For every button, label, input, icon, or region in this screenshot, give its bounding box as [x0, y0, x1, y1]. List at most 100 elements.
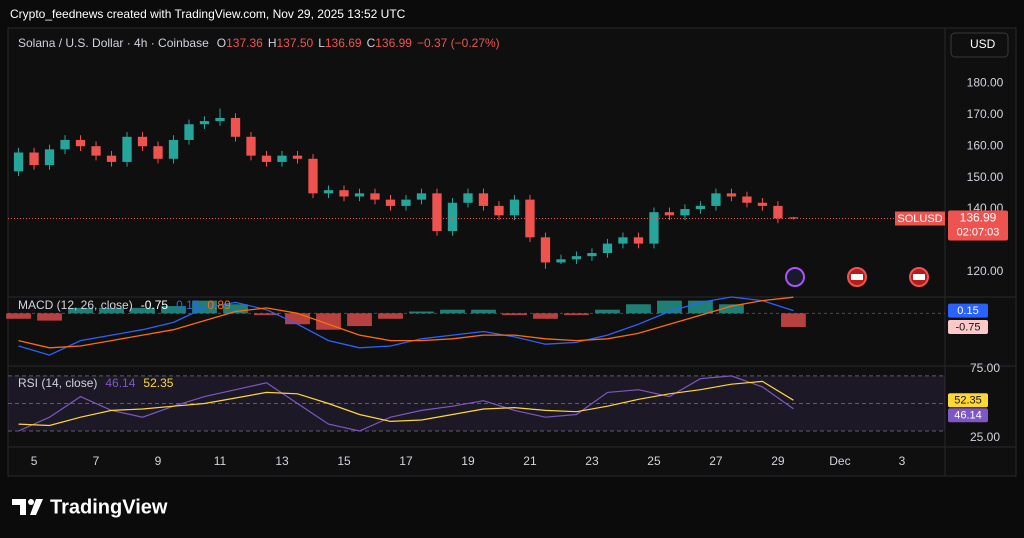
candle-body: [168, 139, 179, 159]
candle-body: [184, 124, 194, 140]
logo: [12, 499, 43, 515]
legend: Solana / U.S. Dollar · 4h · Coinbase O137…: [18, 36, 500, 50]
value-box: [948, 303, 988, 318]
candle-body: [447, 202, 458, 232]
histogram-bar: [254, 313, 279, 316]
candle-body: [463, 193, 473, 203]
x-tick-label: 21: [523, 454, 537, 468]
logo-mark: [30, 499, 43, 515]
header-text: Crypto_feednews created with TradingView…: [10, 7, 406, 21]
candle-body: [618, 237, 628, 244]
histogram-bar: [316, 313, 341, 330]
indicator-line: [18, 380, 794, 427]
candle-body: [571, 256, 582, 260]
histogram-bar: [99, 307, 124, 314]
logo-dot: [28, 499, 34, 505]
candle-body: [230, 117, 241, 137]
y-tick-label: 120.00: [967, 264, 1004, 278]
legend-title: MACD (12, 26, close): [18, 298, 133, 312]
legend-value: 0.89: [207, 298, 231, 312]
candle-body: [726, 193, 737, 197]
flag-stripe: [851, 274, 863, 280]
candle-body: [215, 117, 225, 122]
histogram-bar: [719, 304, 744, 314]
candle-body: [106, 155, 117, 162]
candle-body: [773, 205, 783, 219]
candle-body: [13, 152, 24, 172]
footer-brand: TradingView: [50, 496, 168, 518]
countdown-label: 02:07:03: [957, 226, 1000, 238]
y-tick-label: 180.00: [967, 76, 1004, 90]
symbol-box: [895, 211, 945, 226]
candle-body: [75, 139, 86, 147]
legend-value: 136.99: [375, 36, 412, 50]
legend-title: Solana / U.S. Dollar · 4h · Coinbase: [18, 36, 209, 50]
candle-body: [432, 193, 442, 232]
candle-body: [587, 253, 597, 257]
histogram-bar: [161, 306, 186, 314]
legend-value: 136.69: [325, 36, 362, 50]
candle-body: [509, 199, 520, 216]
candle-body: [680, 209, 690, 216]
x-tick-label: 13: [275, 454, 289, 468]
candle-body: [354, 193, 365, 197]
candle-body: [261, 155, 272, 162]
value-box-label: 46.14: [954, 410, 982, 422]
x-tick-label: 15: [337, 454, 351, 468]
value-box-label: 0.15: [957, 305, 978, 317]
legend-key: L: [318, 36, 325, 50]
x-tick-label: 29: [771, 454, 785, 468]
x-tick-label: 23: [585, 454, 599, 468]
x-tick-label: 3: [899, 454, 906, 468]
value-box: [948, 393, 988, 408]
currency-button[interactable]: [950, 32, 1009, 58]
currency-label[interactable]: USD: [970, 37, 996, 51]
histogram-bar: [440, 309, 465, 314]
histogram-bar: [409, 311, 434, 314]
flag-stripe: [913, 274, 925, 280]
histogram-bar: [130, 307, 155, 314]
histogram-bar: [37, 313, 62, 321]
candle-body: [292, 155, 303, 159]
legend-value: 137.36: [226, 36, 263, 50]
event-icon[interactable]: [785, 267, 805, 287]
candle-body: [556, 259, 566, 263]
value-box-label: 52.35: [954, 395, 982, 407]
histogram-bar: [223, 304, 248, 314]
histogram-bar: [502, 313, 527, 316]
logo-mark: [12, 499, 26, 515]
x-tick-label: 5: [31, 454, 38, 468]
candle-body: [788, 217, 799, 219]
candle-body: [323, 190, 334, 194]
candle-body: [153, 146, 163, 159]
candle-body: [385, 199, 396, 206]
value-box-label: -0.75: [955, 321, 980, 333]
candle-body: [602, 243, 613, 254]
candle-body: [339, 190, 349, 197]
candle-body: [246, 136, 256, 156]
candle-body: [742, 196, 752, 203]
candle-body: [29, 152, 39, 166]
legend: MACD (12, 26, close) -0.75 0.15 0.89: [18, 298, 231, 312]
candle-body: [370, 193, 380, 200]
candle-body: [277, 155, 287, 162]
candle-body: [695, 205, 706, 210]
x-tick-label: 17: [399, 454, 413, 468]
y-tick-label: 25.00: [970, 430, 1000, 444]
candle-body: [494, 205, 504, 216]
histogram-bar: [6, 313, 31, 319]
candle-body: [757, 202, 768, 206]
histogram-bar: [68, 307, 93, 314]
legend-title: RSI (14, close): [18, 376, 97, 390]
candle-body: [122, 136, 132, 162]
candle-body: [91, 146, 101, 156]
candle-body: [633, 237, 644, 244]
value-box: [948, 319, 988, 334]
x-tick-label: 11: [214, 454, 227, 468]
histogram-bar: [595, 309, 620, 314]
symbol-label: SOLUSD: [897, 213, 942, 225]
x-tick-label: 7: [93, 454, 100, 468]
candle-body: [711, 193, 721, 206]
